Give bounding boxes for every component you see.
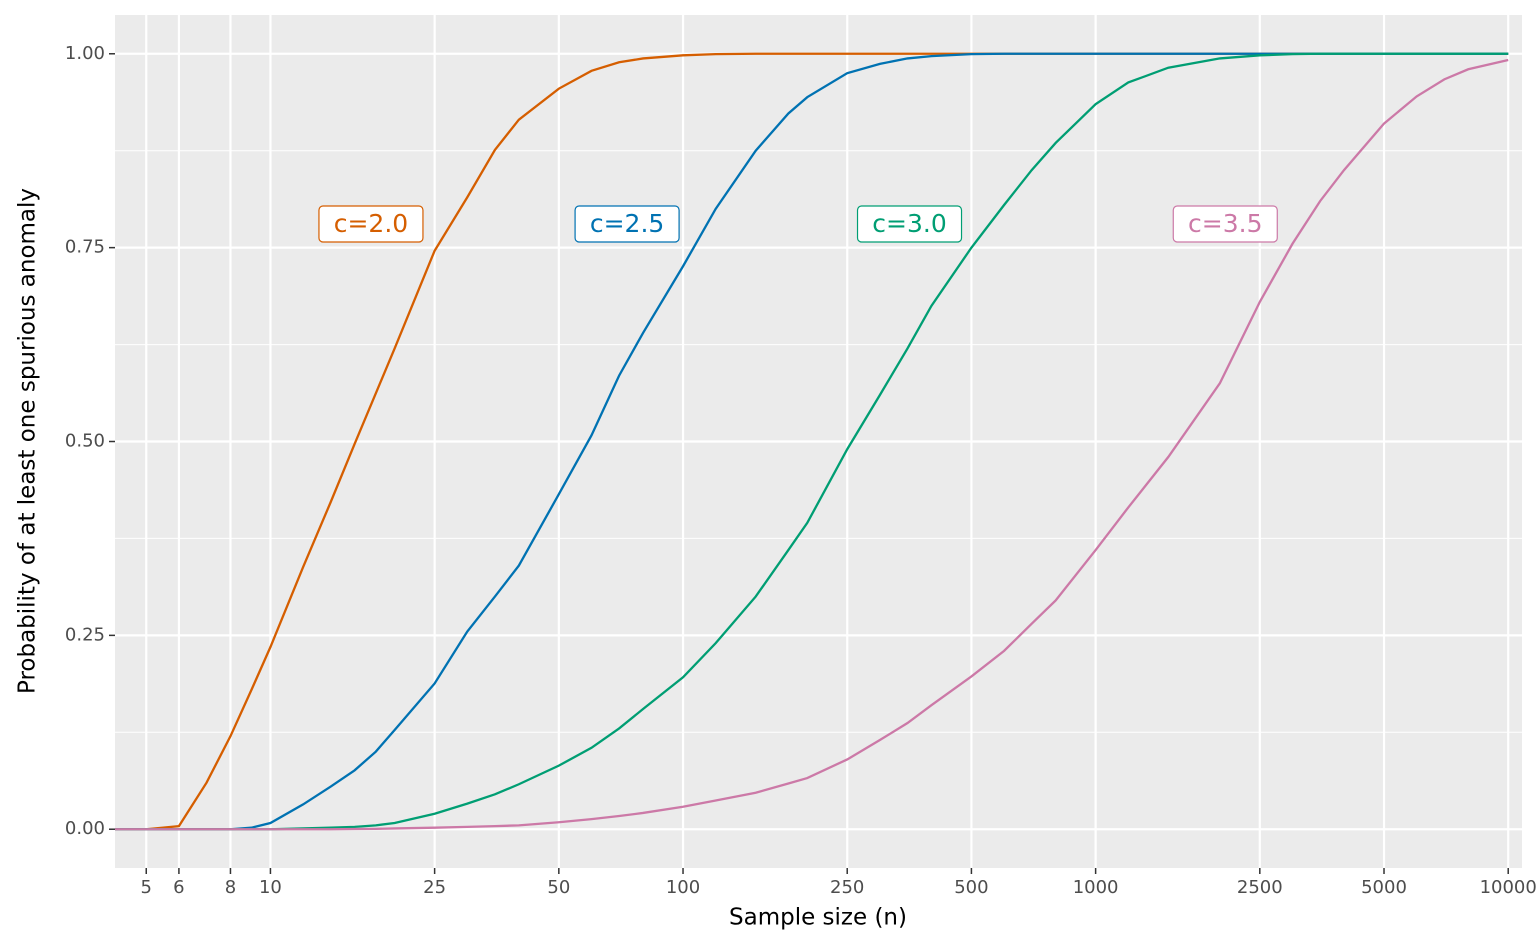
series-label-box bbox=[1172, 205, 1278, 243]
grid bbox=[115, 15, 1522, 868]
y-tick-label: 1.00 bbox=[65, 43, 105, 64]
x-tick-label: 25 bbox=[423, 877, 446, 898]
x-tick-label: 10 bbox=[259, 877, 282, 898]
lines bbox=[115, 52, 1509, 831]
x-tick-label: 50 bbox=[547, 877, 570, 898]
series-label: c=3.0 bbox=[872, 209, 946, 238]
x-axis-title: Sample size (n) bbox=[729, 905, 907, 931]
labels: c=2.0 c=2.5 c=3.0 c=3.5 bbox=[318, 205, 1278, 243]
x-tick-label: 5000 bbox=[1361, 877, 1407, 898]
y-tick-label: 0.00 bbox=[65, 818, 105, 839]
y-tick-label: 0.25 bbox=[65, 624, 105, 645]
x-tick-label: 8 bbox=[225, 877, 236, 898]
series-label: c=2.0 bbox=[334, 209, 408, 238]
series-label: c=2.5 bbox=[590, 209, 664, 238]
x-tick-label: 2500 bbox=[1237, 877, 1283, 898]
series-label-box bbox=[856, 205, 963, 243]
x-tick-label: 250 bbox=[830, 877, 864, 898]
series-label-box bbox=[318, 205, 424, 243]
y-tick-label: 0.75 bbox=[65, 237, 105, 258]
series-line bbox=[115, 58, 1509, 831]
x-tick-label: 5 bbox=[141, 877, 152, 898]
series-line bbox=[115, 52, 1509, 831]
y-axis-title: Probability of at least one spurious ano… bbox=[15, 188, 41, 694]
x-tick-label: 100 bbox=[666, 877, 700, 898]
x-tick-label: 6 bbox=[173, 877, 184, 898]
x-tick-label: 1000 bbox=[1073, 877, 1119, 898]
series-label: c=3.5 bbox=[1188, 209, 1262, 238]
series-label-box bbox=[574, 205, 680, 243]
x-tick-label: 500 bbox=[954, 877, 988, 898]
x-tick-label: 10000 bbox=[1480, 877, 1536, 898]
y-tick-label: 0.50 bbox=[65, 431, 105, 452]
